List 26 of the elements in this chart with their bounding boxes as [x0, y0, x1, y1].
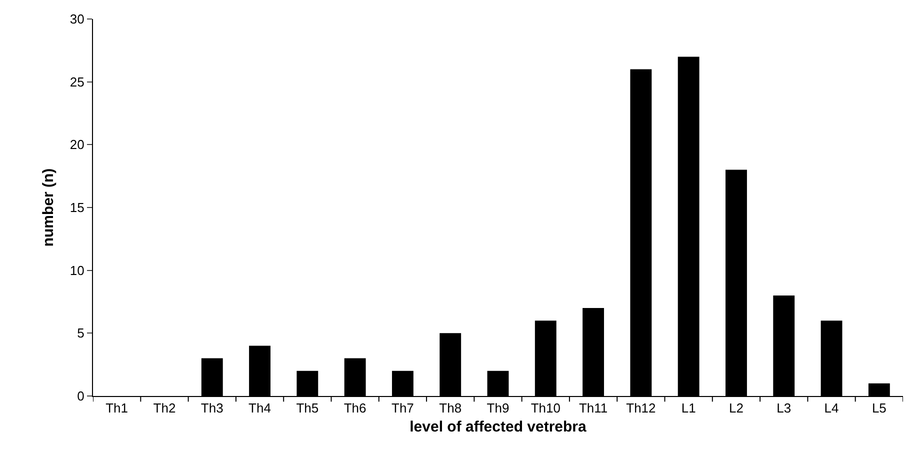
x-tick-label: L3 — [776, 400, 792, 416]
x-tick-label: Th10 — [530, 400, 560, 416]
x-tick-label: Th8 — [439, 400, 462, 416]
x-tick-label: Th11 — [578, 400, 608, 416]
y-tick-label: 15 — [70, 200, 84, 216]
y-tick-label: 5 — [77, 326, 84, 341]
y-tick-label: 20 — [70, 137, 84, 152]
x-tick-label: Th9 — [486, 400, 510, 416]
y-tick-label: 10 — [70, 262, 84, 278]
x-tick-label: Th1 — [106, 400, 128, 416]
x-tick-label: Th3 — [200, 400, 224, 416]
x-tick-label: Th2 — [153, 400, 176, 416]
y-tick-label: 0 — [77, 388, 84, 404]
x-tick-label: L1 — [681, 400, 696, 416]
x-tick-label: Th6 — [344, 400, 366, 416]
x-tick-label: Th5 — [296, 400, 319, 416]
y-tick-label: 25 — [70, 74, 84, 90]
x-tick-label: L5 — [872, 400, 886, 416]
x-tick-label: L4 — [824, 400, 839, 416]
x-tick-label: Th7 — [392, 400, 414, 416]
x-tick-label: Th4 — [248, 400, 271, 416]
y-tick-label: 30 — [70, 12, 84, 27]
x-axis-title: level of affected vetrebra — [410, 418, 588, 436]
y-axis-title: number (n) — [40, 168, 58, 247]
x-tick-label: Th12 — [626, 400, 656, 416]
x-tick-label: L2 — [729, 400, 744, 416]
